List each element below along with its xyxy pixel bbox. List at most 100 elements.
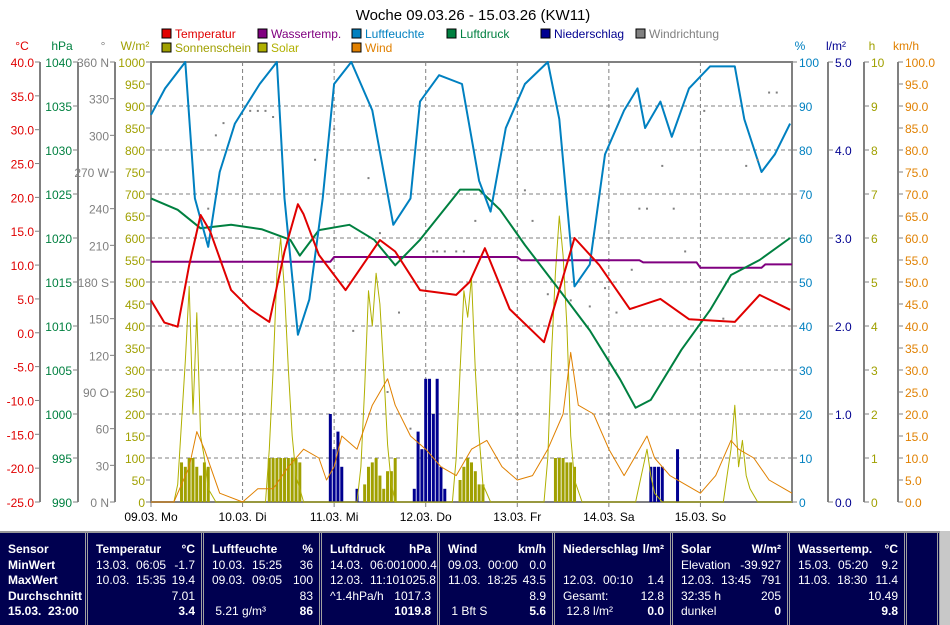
axis-tick-label: 90.0 <box>905 100 929 114</box>
bar-niederschlag <box>340 466 344 502</box>
cell-label: 5.21 g/m³ <box>212 604 267 618</box>
axis-tick-label: 0 N <box>90 496 109 510</box>
axis-tick-label: 5.0 <box>17 293 34 307</box>
table-row: 12.03. 13:45 791 <box>681 573 781 589</box>
axis-tick-label: 80 <box>799 144 813 158</box>
series-line-wind <box>151 351 793 503</box>
axis-tick-label: 30 <box>96 459 110 473</box>
bar-sonnenschein <box>275 458 279 502</box>
axis-tick-label: 6 <box>871 232 878 246</box>
legend-label: Luftfeuchte <box>365 27 425 41</box>
point-windrichtung <box>474 219 477 222</box>
table-column-luftfeuchte: Luftfeuchte% 10.03. 15:25 36 09.03. 09:05 10… <box>204 533 322 625</box>
table-row: 83 <box>212 589 313 605</box>
axis-tick-label: 210 <box>89 239 109 253</box>
cell-label: 10.03. 15:25 <box>212 557 283 572</box>
axis-tick-label: 40.0 <box>11 56 35 70</box>
table-row: 12.03. 11:10 1025.8 <box>330 573 436 589</box>
table-row: ^1.4hPa/h 1017.3 <box>330 589 431 605</box>
table-row: Durchschnitt <box>8 589 82 605</box>
axis-tick-label: 70 <box>799 188 813 202</box>
table-row: MinWert <box>8 558 79 574</box>
legend-label: Niederschlag <box>554 27 624 41</box>
point-windrichtung <box>615 311 618 314</box>
x-tick-label: 12.03. Do <box>400 510 452 524</box>
axis-tick-label: 5 <box>871 276 878 290</box>
legend-swatch-0 <box>161 28 172 39</box>
axis-tick-label: 300 <box>125 364 145 378</box>
axis-tick-label: 1005 <box>45 364 72 378</box>
axis-tick-label: 4.0 <box>835 144 852 158</box>
point-windrichtung <box>604 287 607 290</box>
series-line-wassertemp <box>151 256 792 269</box>
bar-sonnenschein <box>286 458 290 502</box>
bar-sonnenschein <box>553 458 557 502</box>
axis-tick-label: 1000 <box>118 56 145 70</box>
axis-tick-label: 0.0 <box>835 496 852 510</box>
bar-niederschlag <box>328 414 332 502</box>
axis-tick-label: 950 <box>125 78 145 92</box>
table-row: 3.4 <box>96 604 195 620</box>
point-windrichtung <box>455 250 458 253</box>
axis-tick-label: 450 <box>125 298 145 312</box>
point-windrichtung <box>314 158 317 161</box>
axis-unit-solar: W/m² <box>121 39 150 53</box>
axis-tick-label: 10.0 <box>11 259 35 273</box>
column-header: Luftdruck hPa <box>330 542 431 558</box>
axis-tick-label: 1040 <box>45 56 72 70</box>
bar-sonnenschein <box>180 462 184 502</box>
column-title: Solar <box>681 542 712 556</box>
point-windrichtung <box>646 207 649 210</box>
point-windrichtung <box>462 250 465 253</box>
bar-sonnenschein <box>378 475 382 502</box>
table-row: 11.03. 18:30 11.4 <box>798 573 898 589</box>
axis-tick-label: 1025 <box>45 188 72 202</box>
bar-sonnenschein <box>202 462 206 502</box>
table-row: 10.03. 15:35 19.4 <box>96 573 195 589</box>
axis-tick-label: 100.0 <box>905 56 935 70</box>
axis-tick-label: 1035 <box>45 100 72 114</box>
legend: Temperatur Wassertemp. Luftfeuchte Luftdruc… <box>161 27 719 55</box>
axis-tick-label: 800 <box>125 144 145 158</box>
cell-value: 10.49 <box>867 588 898 603</box>
legend-swatch-7 <box>257 42 268 53</box>
axis-tick-label: 25.0 <box>11 158 35 172</box>
axis-tick-label: 0.0 <box>17 327 34 341</box>
x-tick-label: 14.03. Sa <box>583 510 635 524</box>
axis-tick-label: 4 <box>871 320 878 334</box>
axis-tick-label: 270 W <box>74 166 109 180</box>
cell-label: 11.03. 18:25 <box>448 573 518 587</box>
bar-niederschlag <box>424 378 428 502</box>
bar-niederschlag <box>435 378 439 502</box>
x-tick-label: 09.03. Mo <box>124 510 178 524</box>
table-column-wind: Wind km/h 09.03. 00:00 0.0 11.03. 18:25 43.5 8… <box>440 533 555 625</box>
bar-niederschlag <box>416 431 420 502</box>
axis-tick-label: 20.0 <box>905 408 929 422</box>
cell-value: -39.927 <box>740 557 781 572</box>
axis-tick-label: 85.0 <box>905 122 929 136</box>
column-unit: °C <box>884 542 898 556</box>
axis-tick-label: -15.0 <box>7 428 35 442</box>
bar-niederschlag <box>332 449 336 502</box>
cell-value: 5.6 <box>529 604 546 618</box>
axis-tick-label: 500 <box>125 276 145 290</box>
column-title: Sensor <box>8 542 49 556</box>
axis-tick-label: 300 <box>89 129 109 143</box>
bar-sonnenschein <box>386 471 390 502</box>
point-windrichtung <box>672 207 675 210</box>
point-windrichtung <box>745 164 748 167</box>
weather-chart: Woche 09.03.26 - 15.03.26 (KW11) Tempera… <box>7 7 936 524</box>
axis-tick-label: 850 <box>125 122 145 136</box>
table-row <box>563 558 664 574</box>
axis-unit-hum: % <box>795 39 806 53</box>
bar-niederschlag <box>653 466 657 502</box>
axis-tick-label: 30 <box>799 364 813 378</box>
table-row: 1 Bft S 5.6 <box>448 604 546 620</box>
axis-tick-label: 10 <box>871 56 885 70</box>
bar-niederschlag <box>439 466 443 502</box>
legend-swatch-4 <box>540 28 551 39</box>
axis-tick-label: 3 <box>871 364 878 378</box>
table-row: 7.01 <box>96 589 195 605</box>
point-windrichtung <box>436 250 439 253</box>
axis-tick-label: 1 <box>871 452 878 466</box>
